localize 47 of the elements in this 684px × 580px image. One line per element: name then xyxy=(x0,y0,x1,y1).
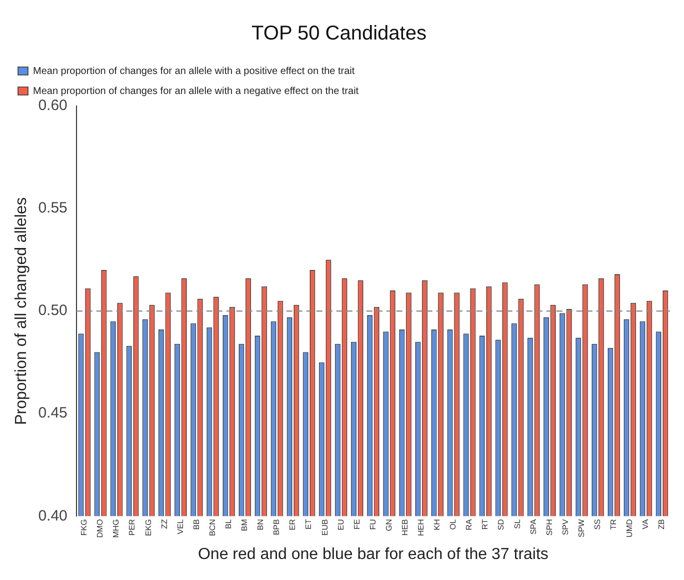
x-tick-label: ZZ xyxy=(160,519,169,529)
legend-label: Mean proportion of changes for an allele with a positive effect on the trait xyxy=(33,66,355,77)
x-tick-label: VA xyxy=(641,518,650,530)
x-tick-label: DMO xyxy=(96,519,105,538)
x-tick-label: RA xyxy=(464,518,474,530)
x-tick-label: KH xyxy=(432,518,442,530)
x-tick-label: VEL xyxy=(176,518,185,534)
x-tick-label: BL xyxy=(224,518,234,529)
x-tick-label: SPH xyxy=(544,518,554,536)
x-tick-label: FU xyxy=(368,518,378,530)
x-tick-label: RT xyxy=(480,519,490,530)
x-axis-title: One red and one blue bar for each of the 37 traits xyxy=(198,546,548,563)
y-tick-label: 0.60 xyxy=(38,97,68,114)
x-tick-label: EU xyxy=(336,518,346,530)
legend-label: Mean proportion of changes for an allele with a negative effect on the trait xyxy=(33,86,359,97)
y-tick-label: 0.40 xyxy=(38,507,68,524)
x-tick-label: ZB xyxy=(657,519,666,530)
x-tick-label: FE xyxy=(352,519,362,530)
x-tick-label: SPV xyxy=(560,518,570,536)
chart-title: TOP 50 Candidates xyxy=(252,22,426,45)
x-tick-label: PER xyxy=(128,518,137,536)
x-tick-label: OL xyxy=(448,518,458,530)
y-tick-label: 0.50 xyxy=(38,302,68,320)
x-tick-label: HEB xyxy=(400,519,410,536)
x-tick-label: BB xyxy=(192,519,201,530)
y-tick-label: 0.45 xyxy=(38,404,68,422)
y-tick-label: 0.55 xyxy=(38,200,68,217)
x-tick-label: ET xyxy=(304,519,314,530)
x-tick-label: EKG xyxy=(144,519,153,536)
x-tick-label: SL xyxy=(512,518,522,529)
x-tick-label: TR xyxy=(609,518,618,530)
x-tick-label: SS xyxy=(593,519,602,530)
x-tick-label: FKG xyxy=(80,519,89,536)
x-tick-label: SPA xyxy=(528,518,538,535)
x-tick-label: EUB xyxy=(320,519,330,536)
x-tick-label: UMD xyxy=(625,518,634,538)
x-tick-label: BPB xyxy=(272,519,282,536)
x-tick-label: ER xyxy=(288,518,298,530)
y-axis-title: Proportion of all changed alleles xyxy=(13,197,30,425)
x-tick-label: BCN xyxy=(208,518,217,536)
x-tick-label: BM xyxy=(240,518,250,532)
x-tick-label: SPW xyxy=(576,518,586,538)
x-tick-label: GN xyxy=(384,518,394,532)
x-tick-label: MHG xyxy=(112,519,121,538)
x-tick-label: SD xyxy=(496,518,506,530)
x-tick-label: HEH xyxy=(416,518,426,536)
x-tick-label: BN xyxy=(256,518,266,530)
